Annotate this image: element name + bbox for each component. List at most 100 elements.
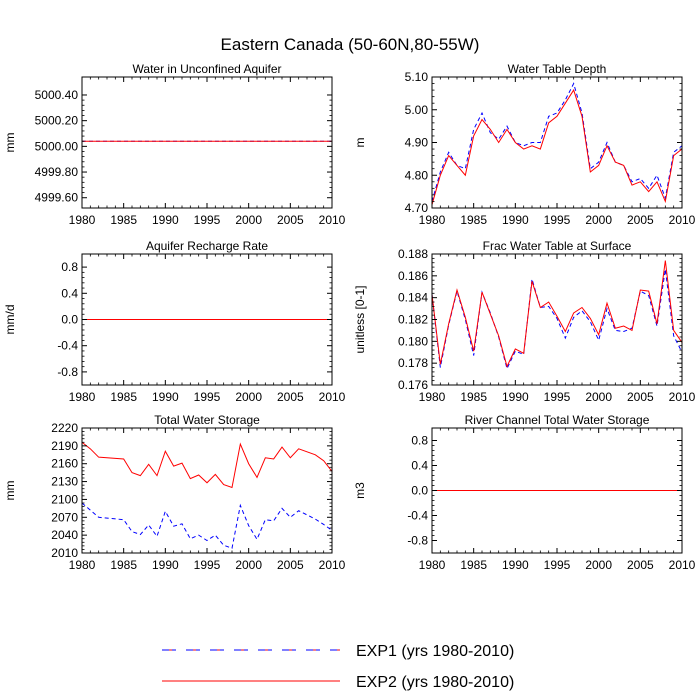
y-tick-label: 2190	[51, 439, 78, 453]
legend-label-exp2: EXP2 (yrs 1980-2010)	[356, 674, 514, 691]
x-tick-label: 2000	[235, 213, 262, 227]
x-tick-label: 1990	[502, 213, 529, 227]
panel-5: Total Water Storage mm 1980 1985 1990 1995 200…	[3, 413, 346, 572]
y-tick-label: 4.80	[405, 168, 429, 182]
x-tick-label: 2000	[585, 213, 612, 227]
x-tick-label: 1980	[69, 390, 96, 404]
y-axis-label: mm	[3, 481, 17, 501]
y-tick-label: 0.182	[398, 313, 428, 327]
y-tick-label: 0.0	[61, 313, 78, 327]
x-tick-label: 1980	[419, 213, 446, 227]
y-tick-label: 4.90	[405, 136, 429, 150]
x-tick-label: 2005	[277, 213, 304, 227]
x-tick-label: 2000	[235, 390, 262, 404]
x-tick-label: 1985	[460, 558, 487, 572]
series-group	[432, 260, 682, 371]
x-tick-label: 1995	[194, 558, 221, 572]
x-tick-label: 1985	[460, 390, 487, 404]
plot-frame	[431, 76, 683, 209]
x-tick-label: 2005	[277, 390, 304, 404]
x-tick-label: 1985	[460, 213, 487, 227]
y-tick-label: 2040	[51, 528, 78, 542]
y-tick-label: 5.00	[405, 103, 429, 117]
y-tick-label: 0.186	[398, 269, 428, 283]
panel-1: Water in Unconfined Aquifer mm 1980 1985 199…	[3, 62, 346, 227]
x-tick-label: 1990	[152, 558, 179, 572]
y-axis-label: unitless [0-1]	[353, 285, 367, 353]
series-line-exp1	[432, 82, 682, 202]
x-tick-label: 1985	[110, 213, 137, 227]
y-tick-label: 2220	[51, 421, 78, 435]
x-tick-label: 1995	[544, 558, 571, 572]
y-axis-label: m	[353, 138, 367, 148]
x-tick-label: 2010	[319, 558, 346, 572]
panel-2: Water Table Depth m 1980 1985 1990 1995 2000 20…	[353, 62, 696, 227]
panel-title: Aquifer Recharge Rate	[146, 239, 268, 253]
x-tick-label: 1995	[544, 213, 571, 227]
x-tick-label: 2000	[585, 390, 612, 404]
y-tick-label: -0.8	[57, 365, 78, 379]
y-tick-label: 0.180	[398, 334, 428, 348]
x-tick-label: 2000	[235, 558, 262, 572]
series-line-exp2	[82, 441, 332, 489]
x-tick-label: 1980	[419, 558, 446, 572]
y-tick-label: 0.4	[61, 286, 78, 300]
x-tick-label: 2010	[319, 213, 346, 227]
x-tick-label: 2010	[669, 558, 696, 572]
x-tick-label: 2010	[669, 390, 696, 404]
y-tick-label: 5000.20	[35, 114, 79, 128]
series-line-exp1	[432, 269, 682, 371]
y-tick-label: 0.8	[61, 260, 78, 274]
x-tick-label: 2010	[669, 213, 696, 227]
y-tick-label: 4.70	[405, 201, 429, 215]
y-tick-label: 4999.60	[35, 191, 79, 205]
y-tick-label: 0.176	[398, 378, 428, 392]
series-group	[432, 82, 682, 205]
x-tick-label: 2005	[627, 213, 654, 227]
y-tick-label: -0.4	[57, 339, 78, 353]
y-tick-label: 0.8	[411, 434, 428, 448]
legend-item-exp2: EXP2 (yrs 1980-2010)	[162, 674, 514, 691]
x-tick-label: 1980	[69, 213, 96, 227]
y-tick-label: 0.188	[398, 247, 428, 261]
x-tick-label: 1990	[152, 390, 179, 404]
y-tick-label: 2070	[51, 510, 78, 524]
panel-4: Frac Water Table at Surface unitless [0-1…	[353, 239, 696, 404]
x-tick-label: 1980	[69, 558, 96, 572]
x-tick-label: 2005	[627, 390, 654, 404]
panel-title: Total Water Storage	[154, 413, 260, 427]
series-line-exp2	[432, 88, 682, 205]
panel-6: River Channel Total Water Storage m3 1980 1…	[353, 413, 696, 572]
y-tick-label: -0.8	[407, 534, 428, 548]
x-tick-label: 2000	[585, 558, 612, 572]
y-tick-label: 2010	[51, 546, 78, 560]
x-tick-label: 2010	[319, 390, 346, 404]
x-tick-label: 1990	[502, 390, 529, 404]
panel-title: River Channel Total Water Storage	[465, 413, 650, 427]
y-tick-label: 0.184	[398, 291, 428, 305]
y-tick-label: 5.10	[405, 70, 429, 84]
panels: Water in Unconfined Aquifer mm 1980 1985 199…	[3, 62, 696, 572]
y-tick-label: 5000.00	[35, 139, 79, 153]
y-tick-label: -0.4	[407, 509, 428, 523]
series-line-exp1	[82, 502, 332, 549]
y-tick-label: 2100	[51, 492, 78, 506]
y-axis-label: mm	[3, 133, 17, 153]
y-tick-label: 0.178	[398, 356, 428, 370]
y-tick-label: 0.4	[411, 459, 428, 473]
x-tick-label: 1990	[152, 213, 179, 227]
x-tick-label: 1995	[194, 390, 221, 404]
y-axis-label: m3	[353, 482, 367, 499]
y-axis-label: mm/d	[3, 305, 17, 335]
x-tick-label: 1995	[544, 390, 571, 404]
figure-title: Eastern Canada (50-60N,80-55W)	[221, 35, 480, 54]
x-tick-label: 1985	[110, 390, 137, 404]
panel-title: Water in Unconfined Aquifer	[133, 62, 282, 76]
x-tick-label: 2005	[627, 558, 654, 572]
y-tick-label: 4999.80	[35, 165, 79, 179]
legend: EXP1 (yrs 1980-2010) EXP2 (yrs 1980-2010…	[162, 643, 514, 691]
series-group	[82, 441, 332, 549]
x-tick-label: 1985	[110, 558, 137, 572]
panel-title: Frac Water Table at Surface	[483, 239, 632, 253]
